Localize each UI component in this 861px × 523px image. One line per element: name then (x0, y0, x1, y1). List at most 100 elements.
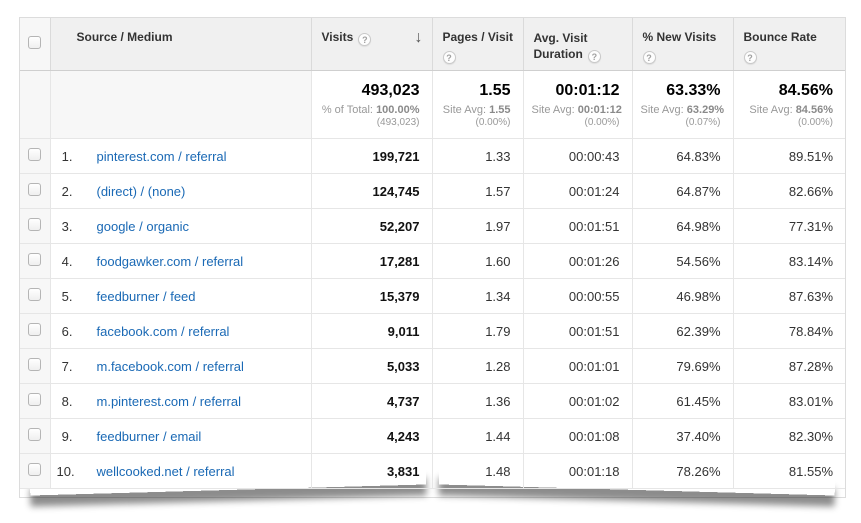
pages-visit-cell: 1.44 (431, 418, 523, 454)
new-visits-header-label: % New Visits (642, 30, 717, 44)
bounce-rate-cell: 83.14% (732, 243, 845, 279)
source-link[interactable]: pinterest.com / referral (96, 148, 227, 164)
summary-bounce-rate-cell: 84.56% Site Avg: 84.56% (0.00%) (732, 70, 845, 139)
help-icon[interactable]: ? (358, 33, 372, 46)
help-icon[interactable]: ? (642, 51, 656, 64)
row-checkbox[interactable] (28, 253, 42, 266)
avg-bounce-rate: 84.56% (778, 81, 833, 99)
bounce-rate-cell: 87.28% (732, 348, 845, 384)
visits-header-label: Visits (321, 30, 354, 44)
site-avg-label: Site Avg: (749, 103, 793, 116)
avg-duration-cell: 00:00:43 (522, 138, 632, 174)
new-visits-cell: 64.87% (631, 173, 733, 209)
new-visits-cell: 62.39% (631, 313, 733, 349)
new-visits-cell: 46.98% (631, 278, 733, 314)
row-checkbox[interactable] (28, 218, 42, 231)
column-header-pages-visit[interactable]: Pages / Visit ? (431, 18, 523, 71)
column-header-bounce-rate[interactable]: Bounce Rate ? (732, 18, 845, 71)
column-header-source-medium[interactable]: Source / Medium (49, 18, 311, 71)
source-link[interactable]: m.facebook.com / referral (96, 358, 244, 374)
row-rank: 4. (61, 253, 73, 269)
table-row: 2. (direct) / (none) 124,745 1.57 00:01:24 64… (20, 173, 845, 209)
site-avg-delta: (0.07%) (685, 116, 721, 128)
source-link[interactable]: google / organic (96, 218, 190, 234)
row-rank: 10. (56, 463, 75, 479)
help-icon[interactable]: ? (442, 51, 456, 64)
avg-duration-cell: 00:01:24 (522, 173, 632, 209)
source-link[interactable]: feedburner / feed (96, 288, 196, 304)
select-all-checkbox[interactable] (28, 36, 42, 49)
row-checkbox[interactable] (28, 323, 42, 336)
page: { "table": { "columns": { "source_medium… (0, 17, 861, 523)
source-cell: 1. pinterest.com / referral (49, 138, 311, 174)
row-rank: 5. (61, 288, 73, 304)
new-visits-cell: 54.56% (631, 243, 733, 279)
source-link[interactable]: m.pinterest.com / referral (96, 393, 242, 409)
table-row: 5. feedburner / feed 15,379 1.34 00:00:55 46.… (20, 278, 845, 314)
sort-descending-icon[interactable]: ↓ (414, 29, 423, 46)
avg-duration-cell: 00:00:55 (522, 278, 632, 314)
row-checkbox[interactable] (28, 288, 42, 301)
visits-cell: 17,281 (310, 243, 432, 279)
bounce-rate-cell: 89.51% (732, 138, 845, 174)
visits-cell: 9,011 (310, 313, 432, 349)
avg-visit-duration: 00:01:12 (555, 81, 620, 99)
bounce-rate-header-label: Bounce Rate (743, 30, 817, 44)
table-row: 10. wellcooked.net / referral 3,831 1.48 00:… (20, 453, 845, 489)
total-visits: 493,023 (361, 81, 420, 99)
summary-checkbox-cell (20, 70, 50, 139)
table-row: 1. pinterest.com / referral 199,721 1.33 00:… (20, 138, 845, 174)
help-icon[interactable]: ? (587, 50, 601, 63)
visits-cell: 124,745 (310, 173, 432, 209)
row-checkbox-cell (20, 138, 50, 174)
site-avg-label: Site Avg: (531, 103, 575, 116)
pages-visit-cell: 1.28 (431, 348, 523, 384)
pages-visit-cell: 1.97 (431, 208, 523, 244)
avg-duration-cell: 00:01:51 (522, 313, 632, 349)
new-visits-cell: 79.69% (631, 348, 733, 384)
source-link[interactable]: wellcooked.net / referral (96, 463, 235, 479)
total-visits-percent: 100.00% (376, 103, 420, 116)
row-checkbox[interactable] (28, 463, 42, 476)
avg-visit-duration-header-label: Avg. Visit Duration (533, 31, 588, 61)
site-avg-label: Site Avg: (640, 103, 684, 116)
summary-source-cell (49, 70, 311, 139)
site-avg-value: 84.56% (795, 103, 833, 116)
visits-cell: 4,737 (310, 383, 432, 419)
row-checkbox-cell (20, 243, 50, 279)
source-link[interactable]: (direct) / (none) (96, 183, 186, 199)
table-row: 8. m.pinterest.com / referral 4,737 1.36 00:… (20, 383, 845, 419)
column-header-new-visits[interactable]: % New Visits ? (631, 18, 733, 71)
source-cell: 2. (direct) / (none) (49, 173, 311, 209)
site-avg-delta: (0.00%) (797, 116, 833, 128)
row-rank: 6. (61, 323, 73, 339)
bounce-rate-cell: 87.63% (732, 278, 845, 314)
source-cell: 4. foodgawker.com / referral (49, 243, 311, 279)
avg-duration-cell: 00:01:02 (522, 383, 632, 419)
new-visits-cell: 61.45% (631, 383, 733, 419)
source-link[interactable]: foodgawker.com / referral (96, 253, 244, 269)
source-link[interactable]: facebook.com / referral (96, 323, 230, 339)
column-header-visits[interactable]: Visits? ↓ (310, 18, 432, 71)
help-icon[interactable]: ? (743, 51, 757, 64)
source-cell: 7. m.facebook.com / referral (49, 348, 311, 384)
site-avg-delta: (0.00%) (475, 116, 511, 128)
row-rank: 3. (61, 218, 73, 234)
row-rank: 1. (61, 148, 73, 164)
table-row: 7. m.facebook.com / referral 5,033 1.28 00:0… (20, 348, 845, 384)
source-link[interactable]: feedburner / email (96, 428, 202, 444)
source-medium-report-card: Source / Medium Visits? ↓ Pages / Visit … (19, 17, 846, 498)
row-checkbox-cell (20, 453, 50, 489)
row-checkbox-cell (20, 208, 50, 244)
table-header-row: Source / Medium Visits? ↓ Pages / Visit … (20, 18, 845, 71)
row-checkbox[interactable] (28, 183, 42, 196)
source-cell: 9. feedburner / email (49, 418, 311, 454)
row-checkbox[interactable] (28, 393, 42, 406)
row-checkbox[interactable] (28, 428, 42, 441)
column-header-avg-visit-duration[interactable]: Avg. Visit Duration? (522, 18, 632, 71)
avg-pages-visit: 1.55 (479, 81, 511, 99)
table-row: 4. foodgawker.com / referral 17,281 1.60 00:… (20, 243, 845, 279)
row-checkbox[interactable] (28, 148, 42, 161)
source-medium-table: Source / Medium Visits? ↓ Pages / Visit … (20, 18, 845, 489)
row-checkbox[interactable] (28, 358, 42, 371)
